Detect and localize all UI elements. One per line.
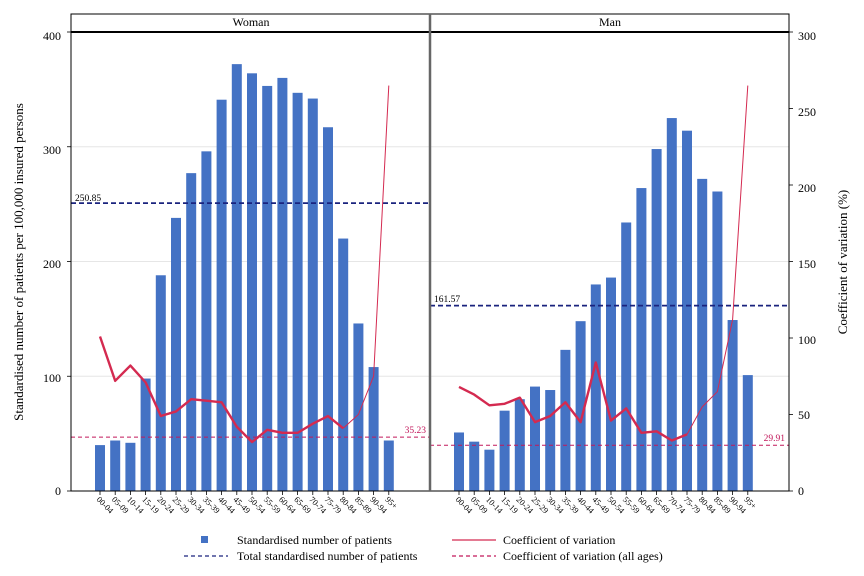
y2-tick-50: 50 — [798, 408, 810, 422]
panel-headers: Woman Man — [232, 15, 621, 29]
y2-tick-250: 250 — [798, 105, 816, 119]
bar-0-11 — [262, 85, 273, 492]
cv-series — [98, 85, 749, 444]
y-axis-title: Standardised number of patients per 100,… — [11, 103, 26, 421]
bar-1-4 — [514, 399, 525, 491]
bar-0-19 — [383, 440, 394, 491]
panel-title-man: Man — [599, 15, 621, 29]
cv-line-thin — [686, 85, 749, 435]
bar-1-7 — [560, 349, 571, 491]
bar-1-18 — [727, 320, 738, 491]
y2-tick-150: 150 — [798, 257, 816, 271]
bar-0-8 — [216, 99, 227, 491]
total-label-man: 161.57 — [434, 295, 460, 305]
bar-1-14 — [666, 118, 677, 491]
bar-0-9 — [231, 64, 242, 491]
bar-1-0 — [454, 432, 464, 491]
cv-all-label-woman: 35.23 — [405, 426, 427, 436]
legend-cv-label: Coefficient of variation — [503, 533, 615, 547]
bar-0-1 — [110, 440, 121, 491]
bar-0-0 — [95, 445, 105, 491]
bar-0-18 — [368, 367, 379, 491]
bar-1-3 — [499, 410, 510, 491]
y-tick-400: 400 — [43, 29, 61, 43]
bar-1-13 — [651, 149, 662, 492]
bar-0-17 — [353, 323, 364, 491]
y2-tick-200: 200 — [798, 181, 816, 195]
y-tick-0: 0 — [55, 484, 61, 498]
bar-1-12 — [636, 188, 647, 491]
legend-cv-all-label: Coefficient of variation (all ages) — [503, 549, 663, 563]
bar-1-10 — [606, 277, 616, 491]
reference-labels: 250.85 161.57 35.23 29.91 — [75, 194, 785, 444]
bar-0-4 — [155, 275, 166, 491]
bar-0-5 — [171, 217, 181, 491]
cv-line — [98, 336, 344, 444]
bar-1-19 — [742, 375, 753, 491]
y2-tick-300: 300 — [798, 29, 816, 43]
legend: Standardised number of patients Coeffici… — [184, 533, 663, 563]
bar-0-3 — [140, 378, 151, 491]
x-axis-ticks: 00-0405-0910-1415-1920-2425-2930-3435-39… — [95, 491, 759, 516]
cv-line — [458, 361, 688, 442]
bar-0-6 — [186, 173, 197, 491]
panel-frames — [67, 13, 793, 492]
bar-1-17 — [712, 191, 723, 491]
bar-1-2 — [484, 449, 495, 491]
bar-1-15 — [682, 130, 692, 491]
cv-line-thin — [342, 85, 390, 429]
total-label-woman: 250.85 — [75, 194, 101, 204]
left-y-axis-ticks: 0 100 200 300 400 — [43, 29, 61, 498]
bar-1-8 — [575, 321, 586, 491]
legend-bar-swatch — [201, 536, 208, 543]
bar-1-11 — [621, 222, 632, 492]
y-tick-300: 300 — [43, 143, 61, 157]
bar-0-2 — [125, 442, 136, 491]
panel-title-woman: Woman — [232, 15, 269, 29]
bar-1-6 — [545, 390, 556, 491]
legend-bar-label: Standardised number of patients — [237, 533, 392, 547]
y-tick-200: 200 — [43, 257, 61, 271]
bar-0-10 — [247, 73, 257, 491]
cv-all-label-man: 29.91 — [764, 434, 786, 444]
legend-total-label: Total standardised number of patients — [237, 549, 418, 563]
y2-tick-0: 0 — [798, 484, 804, 498]
bar-1-5 — [530, 386, 540, 491]
y-tick-100: 100 — [43, 371, 61, 385]
bar-1-16 — [697, 178, 708, 491]
bar-0-13 — [292, 92, 303, 491]
bar-0-12 — [277, 77, 288, 492]
reference-lines — [71, 202, 789, 446]
bar-0-16 — [338, 238, 349, 491]
bar-0-15 — [323, 127, 333, 492]
bar-1-1 — [469, 441, 480, 491]
y2-tick-100: 100 — [798, 333, 816, 347]
right-y-axis-ticks: 0 50 100 150 200 250 300 — [798, 29, 816, 498]
bar-1-9 — [590, 284, 601, 491]
bar-0-14 — [307, 98, 318, 492]
bar-series — [95, 64, 753, 492]
y2-axis-title: Coefficient of variation (%) — [835, 190, 850, 335]
bar-0-7 — [201, 151, 212, 491]
